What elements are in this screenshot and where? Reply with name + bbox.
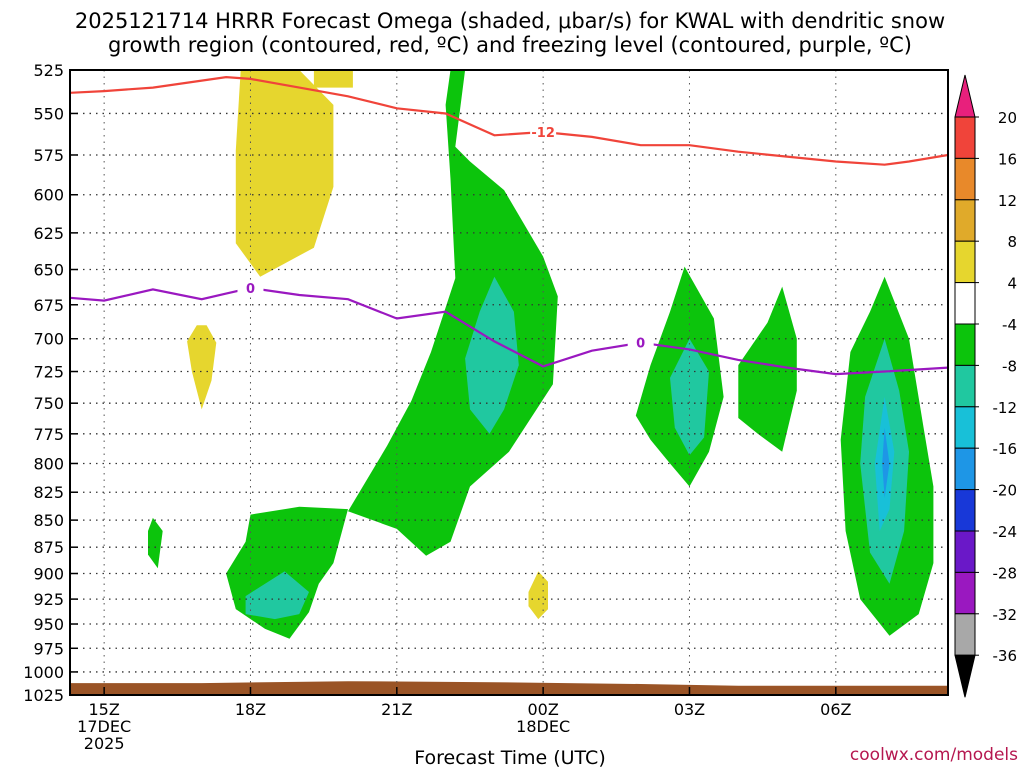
colorbar-swatch-5 xyxy=(954,323,976,366)
colorbar-top-arrow xyxy=(954,74,976,118)
y-tick-label-875: 875 xyxy=(33,538,64,557)
colorbar-swatch-8 xyxy=(954,447,976,491)
y-tick-label-600: 600 xyxy=(33,186,64,205)
terrain-layer xyxy=(70,681,948,695)
chart-title-line1: 2025121714 HRRR Forecast Omega (shaded, … xyxy=(75,9,945,33)
colorbar-label-7: -12 xyxy=(993,399,1018,417)
omega-shading-layer xyxy=(138,70,934,665)
freezing-contour-line xyxy=(70,286,948,376)
colorbar-label-3: 8 xyxy=(1007,233,1017,251)
y-tick-label-675: 675 xyxy=(33,296,64,315)
freezing-contour-label-0: 0 xyxy=(636,337,645,352)
omega-region-19 xyxy=(882,427,890,498)
colorbar-label-8: -16 xyxy=(993,440,1018,458)
colorbar-swatch-7 xyxy=(954,406,976,449)
omega-region-3 xyxy=(187,325,217,410)
terrain-band xyxy=(70,681,948,695)
dgz-contour-line xyxy=(70,75,948,166)
contour-lines: -12 0 0 xyxy=(70,75,948,376)
y-tick-label-775: 775 xyxy=(33,425,64,444)
omega-region-12 xyxy=(148,517,163,569)
colorbar-bottom-arrow xyxy=(954,654,976,698)
colorbar: 20 16 12 8 4 -4 -8 -12 -16 -20 -24 -28 -32 -36 xyxy=(954,74,1018,698)
colorbar-swatch-1 xyxy=(954,157,976,201)
x-axis-label: Forecast Time (UTC) xyxy=(414,747,605,768)
freezing-contour-label-bg-0 xyxy=(627,334,654,350)
colorbar-label-6: -8 xyxy=(1002,357,1017,375)
y-tick-label-525: 525 xyxy=(33,61,64,80)
y-tick-label-725: 725 xyxy=(33,363,64,382)
colorbar-swatch-11 xyxy=(954,571,976,615)
colorbar-label-10: -24 xyxy=(993,523,1018,541)
x-tick-label-15-2: 2025 xyxy=(84,734,125,753)
x-tick-label-18-0: 18Z xyxy=(235,700,266,719)
colorbar-swatch-6 xyxy=(954,364,976,408)
colorbar-label-4: 4 xyxy=(1007,275,1017,293)
colorbar-label-2: 12 xyxy=(998,192,1017,210)
y-tick-label-925: 925 xyxy=(33,590,64,609)
omega-region-8 xyxy=(348,70,558,556)
y-tick-label-575: 575 xyxy=(33,146,64,165)
credit-text: coolwx.com/models xyxy=(850,745,1018,765)
x-tick-label-21-0: 21Z xyxy=(381,700,412,719)
omega-region-2 xyxy=(313,70,353,88)
omega-region-14 xyxy=(670,338,709,456)
omega-region-5 xyxy=(445,525,597,655)
y-tick-label-850: 850 xyxy=(33,511,64,530)
y-axis-ticks: 525 550 575 600 625 650 675 700 725 750 775 800 825 8… xyxy=(23,61,78,705)
y-tick-label-625: 625 xyxy=(33,224,64,243)
omega-region-6 xyxy=(528,571,548,620)
y-tick-label-975: 975 xyxy=(33,639,64,658)
y-tick-label-950: 950 xyxy=(33,615,64,634)
omega-region-11 xyxy=(245,571,309,620)
colorbar-swatch-9 xyxy=(954,489,976,532)
y-tick-label-550: 550 xyxy=(33,104,64,123)
plot-frame xyxy=(69,69,949,696)
y-tick-label-1025: 1025 xyxy=(23,686,64,705)
y-tick-label-900: 900 xyxy=(33,565,64,584)
freezing-contour-label-bg-1 xyxy=(237,280,264,296)
freezing-contour-label-1: 0 xyxy=(246,282,255,297)
omega-region-4 xyxy=(626,70,666,183)
colorbar-swatch-12 xyxy=(954,613,976,656)
colorbar-label-12: -32 xyxy=(993,606,1018,624)
colorbar-swatch-2 xyxy=(954,199,976,242)
x-tick-label-15-1: 17DEC xyxy=(77,717,131,736)
dgz-contour-label-bg-0 xyxy=(530,123,557,139)
chart-title-line2: growth region (contoured, red, ºC) and f… xyxy=(108,33,912,57)
dgz-contour-label-0: -12 xyxy=(531,126,555,141)
y-tick-label-750: 750 xyxy=(33,394,64,413)
omega-region-7 xyxy=(621,628,651,665)
x-tick-label-24-0: 00Z xyxy=(527,700,558,719)
y-tick-label-650: 650 xyxy=(33,261,64,280)
colorbar-label-1: 16 xyxy=(998,150,1017,168)
y-tick-label-800: 800 xyxy=(33,454,64,473)
omega-region-1 xyxy=(235,70,334,277)
x-tick-label-27-0: 03Z xyxy=(674,700,705,719)
x-tick-label-15-0: 15Z xyxy=(88,700,119,719)
colorbar-label-13: -36 xyxy=(993,647,1018,665)
colorbar-swatch-3 xyxy=(954,240,976,284)
omega-region-15 xyxy=(738,286,797,452)
colorbar-label-5: -4 xyxy=(1002,316,1017,334)
y-tick-label-1000: 1000 xyxy=(23,663,64,682)
x-tick-label-24-1: 18DEC xyxy=(516,717,570,736)
omega-region-10 xyxy=(226,506,348,639)
omega-region-9 xyxy=(465,276,519,434)
x-tick-label-30-0: 06Z xyxy=(820,700,851,719)
colorbar-label-0: 20 xyxy=(998,109,1017,127)
colorbar-swatch-0 xyxy=(954,116,976,159)
colorbar-label-11: -28 xyxy=(993,564,1018,582)
y-tick-label-700: 700 xyxy=(33,330,64,349)
colorbar-swatch-10 xyxy=(954,530,976,573)
y-tick-label-825: 825 xyxy=(33,483,64,502)
omega-region-0 xyxy=(138,70,402,542)
colorbar-label-9: -20 xyxy=(993,482,1018,500)
colorbar-swatch-4 xyxy=(954,282,976,325)
grid-lines xyxy=(70,70,948,695)
